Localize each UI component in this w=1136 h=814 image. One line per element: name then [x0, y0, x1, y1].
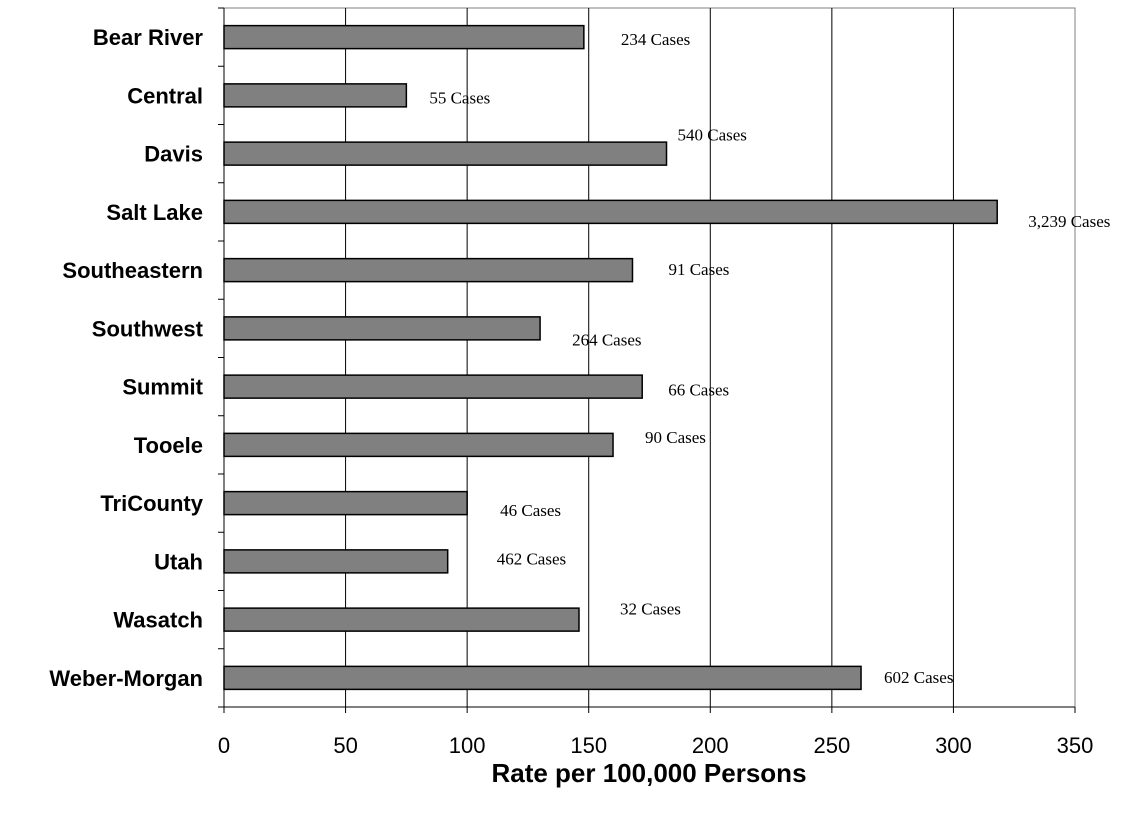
- data-label-weber-morgan: 602 Cases: [884, 668, 953, 687]
- x-tick-label-350: 350: [1057, 733, 1094, 758]
- labels: 0 50 100 150 200 250 300 350 Bear River 234 Cases…: [49, 25, 1110, 758]
- data-label-utah: 462 Cases: [497, 549, 566, 568]
- data-label-southeastern: 91 Cases: [668, 260, 729, 279]
- category-label-davis: Davis: [144, 142, 203, 167]
- bar-summit: [223, 374, 643, 399]
- category-label-central: Central: [127, 83, 203, 108]
- x-tick-label-200: 200: [692, 733, 729, 758]
- x-tick-label-100: 100: [449, 733, 486, 758]
- category-label-summit: Summit: [122, 375, 203, 400]
- bar-central: [223, 83, 408, 108]
- data-label-central: 55 Cases: [429, 88, 490, 107]
- x-tick-label-50: 50: [333, 733, 357, 758]
- data-label-southwest: 264 Cases: [572, 330, 641, 349]
- bar-tricounty: [223, 490, 468, 516]
- bar-wasatch: [223, 607, 580, 632]
- x-axis-title: Rate per 100,000 Persons: [491, 758, 806, 788]
- bar-southwest: [223, 316, 541, 341]
- data-label-salt-lake: 3,239 Cases: [1028, 212, 1110, 231]
- category-label-bear-river: Bear River: [93, 25, 204, 50]
- bar-weber-morgan: [223, 665, 862, 691]
- bar-bear-river: [223, 24, 585, 50]
- category-label-southeastern: Southeastern: [62, 258, 203, 283]
- bar-utah: [223, 549, 449, 574]
- x-tick-label-300: 300: [935, 733, 972, 758]
- x-tick-label-150: 150: [570, 733, 607, 758]
- category-label-utah: Utah: [154, 549, 203, 574]
- category-label-wasatch: Wasatch: [113, 608, 203, 633]
- data-label-tricounty: 46 Cases: [500, 501, 561, 520]
- category-label-salt-lake: Salt Lake: [106, 200, 203, 225]
- x-tick-label-0: 0: [218, 733, 230, 758]
- data-label-bear-river: 234 Cases: [621, 30, 690, 49]
- bar-davis: [223, 141, 668, 166]
- axes: [218, 7, 1076, 713]
- data-label-summit: 66 Cases: [668, 381, 729, 400]
- bar-salt-lake: [223, 199, 998, 225]
- data-label-tooele: 90 Cases: [645, 428, 706, 447]
- bar-southeastern: [223, 257, 634, 283]
- data-label-wasatch: 32 Cases: [620, 600, 681, 619]
- bars: [223, 24, 998, 691]
- x-tick-label-250: 250: [813, 733, 850, 758]
- gridlines: [345, 8, 954, 707]
- data-label-davis: 540 Cases: [678, 126, 747, 145]
- category-label-weber-morgan: Weber-Morgan: [49, 666, 203, 691]
- category-label-tooele: Tooele: [134, 433, 203, 458]
- category-label-southwest: Southwest: [92, 316, 204, 341]
- bar-tooele: [223, 432, 614, 458]
- category-label-tricounty: TriCounty: [100, 491, 203, 516]
